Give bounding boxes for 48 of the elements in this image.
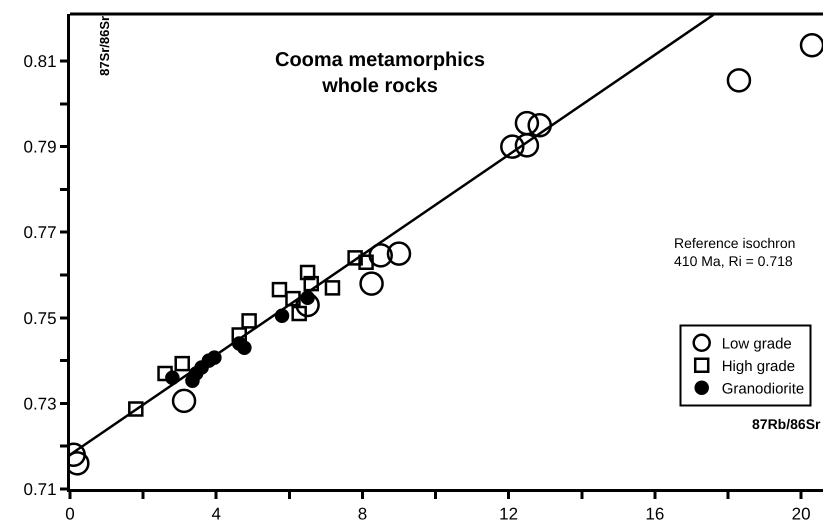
point — [241, 313, 257, 329]
x-axis-title: 87Rb/86Sr — [752, 416, 822, 432]
point — [272, 282, 288, 298]
point — [300, 264, 316, 280]
y-axis-title: 87Sr/86Sr — [96, 16, 112, 76]
x-tick-label: 16 — [645, 504, 664, 524]
point — [527, 113, 552, 138]
point — [291, 306, 307, 322]
y-tick-label: 0.81 — [24, 52, 57, 72]
point — [128, 401, 144, 417]
point — [165, 370, 180, 385]
y-tick-label: 0.79 — [24, 138, 57, 157]
x-tick-label: 4 — [211, 504, 221, 524]
point — [207, 350, 222, 365]
point — [295, 292, 320, 318]
point — [157, 366, 173, 382]
point — [359, 271, 384, 296]
legend-label: High grade — [722, 358, 796, 376]
point — [514, 110, 540, 136]
text: Cooma metamorphics whole rocks — [275, 49, 486, 97]
y-tick-label: 0.75 — [24, 308, 57, 328]
point — [726, 68, 752, 93]
point — [500, 134, 525, 159]
x-tick-label: 20 — [792, 504, 811, 524]
y-tick-label: 0.73 — [24, 394, 57, 414]
point — [300, 290, 315, 305]
point — [172, 388, 196, 414]
point — [237, 340, 252, 356]
x-tick-label: 8 — [358, 504, 368, 524]
point — [386, 241, 412, 266]
point — [514, 133, 540, 158]
point — [324, 280, 340, 296]
point — [347, 250, 363, 266]
point — [231, 327, 247, 343]
point — [368, 243, 393, 268]
legend-label: Low grade — [722, 336, 792, 353]
point — [304, 276, 319, 292]
point — [274, 308, 290, 323]
annotation: Reference isochron 410 Ma, Ri = 0.718 — [674, 235, 796, 270]
y-tick-label: 0.71 — [24, 480, 57, 499]
y-tick-label: 0.77 — [24, 223, 57, 242]
x-tick-label: 0 — [65, 504, 75, 524]
point — [285, 290, 301, 306]
point — [174, 356, 190, 372]
point — [800, 32, 823, 58]
legend-label: Granodiorite — [722, 380, 804, 398]
point — [358, 254, 374, 270]
x-tick-label: 12 — [499, 504, 518, 524]
